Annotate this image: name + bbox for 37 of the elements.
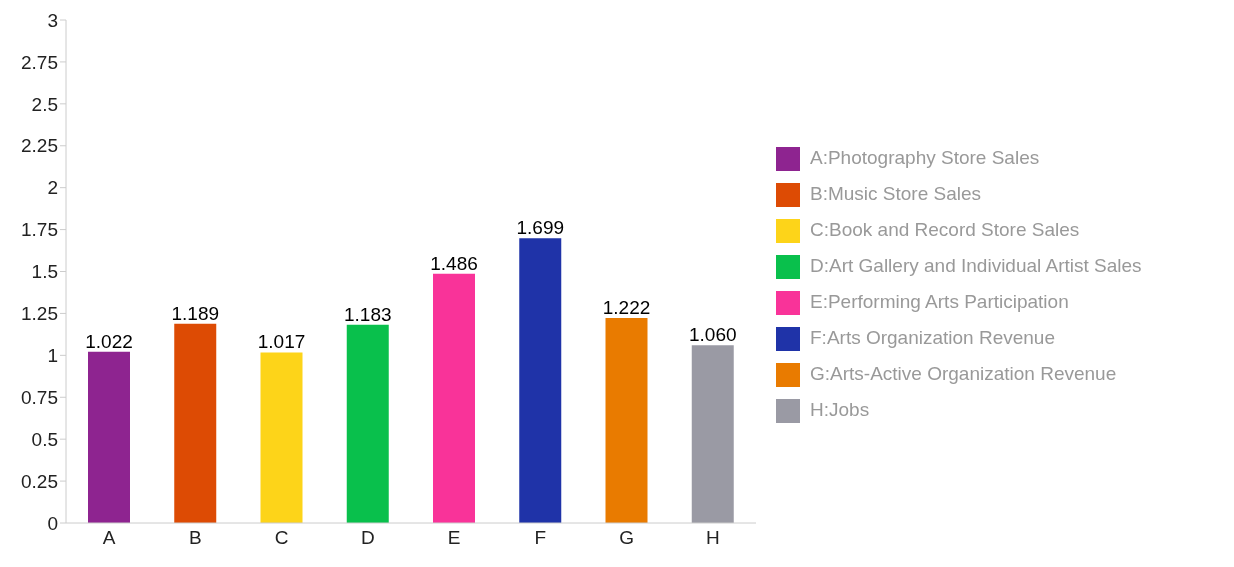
y-tick-label: 2.25 <box>21 135 58 157</box>
legend-label: D:Art Gallery and Individual Artist Sales <box>810 254 1142 276</box>
x-tick-label: D <box>361 527 375 549</box>
legend-label: H:Jobs <box>810 398 870 420</box>
data-label: 1.189 <box>171 302 220 324</box>
x-tick-label: A <box>102 527 116 549</box>
data-label: 1.486 <box>430 252 478 274</box>
legend-label: G:Arts-Active Organization Revenue <box>810 362 1117 384</box>
x-tick-label: B <box>189 527 202 549</box>
x-tick-label: C <box>274 527 289 549</box>
y-tick-label: 0.25 <box>21 470 58 492</box>
legend-label: F:Arts Organization Revenue <box>810 326 1056 348</box>
x-tick-label: G <box>619 527 635 549</box>
y-tick-label: 0.75 <box>21 386 58 408</box>
legend-label: B:Music Store Sales <box>810 182 982 204</box>
legend-label: A:Photography Store Sales <box>810 146 1040 168</box>
y-tick-label: 1.75 <box>21 219 58 241</box>
data-label: 1.699 <box>516 217 565 239</box>
data-label: 1.017 <box>257 331 306 353</box>
y-tick-label: 2.5 <box>31 93 58 115</box>
data-label: 1.183 <box>343 303 392 325</box>
y-tick-label: 2.75 <box>21 51 58 73</box>
data-label: 1.222 <box>602 297 651 319</box>
legend-label: E:Performing Arts Participation <box>810 290 1069 312</box>
data-label: 1.060 <box>688 324 737 346</box>
y-tick-label: 1 <box>47 345 58 367</box>
y-tick-label: 0 <box>47 512 58 534</box>
y-tick-label: 1.5 <box>31 261 58 283</box>
x-tick-label: E <box>447 527 461 549</box>
y-tick-label: 0.5 <box>31 428 58 450</box>
legend-label: C:Book and Record Store Sales <box>810 218 1080 240</box>
y-tick-label: 3 <box>47 9 58 31</box>
data-label: 1.022 <box>85 330 133 352</box>
x-tick-label: H <box>706 527 720 549</box>
y-tick-label: 2 <box>47 177 58 199</box>
x-tick-label: F <box>534 527 547 549</box>
y-tick-label: 1.25 <box>21 303 58 325</box>
